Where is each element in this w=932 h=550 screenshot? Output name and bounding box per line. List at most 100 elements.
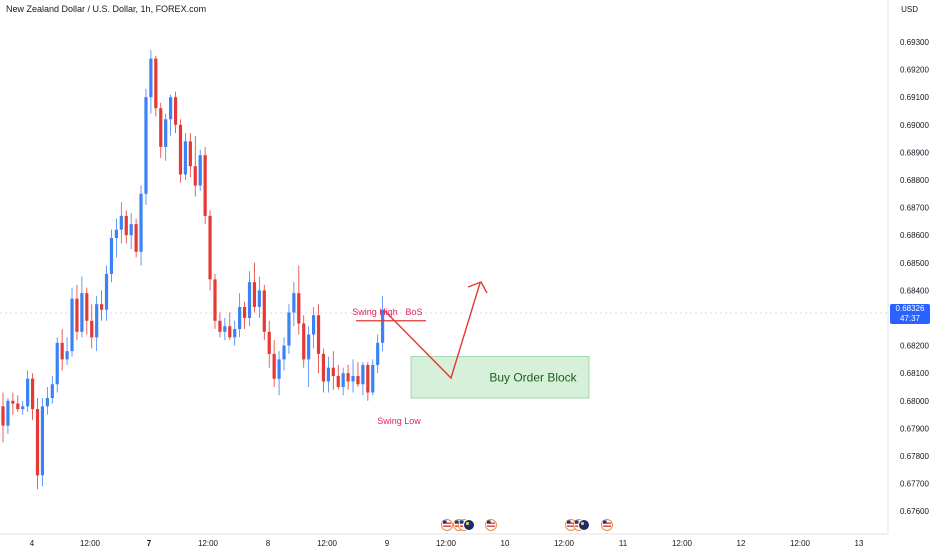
price-tick-label: 0.69000 bbox=[900, 121, 929, 130]
candle bbox=[223, 318, 227, 341]
candle-body bbox=[95, 304, 99, 338]
candle bbox=[247, 271, 252, 327]
price-tick-label: 0.68400 bbox=[900, 286, 929, 295]
candle-body bbox=[257, 290, 261, 307]
candle bbox=[183, 133, 188, 180]
candle-body bbox=[361, 364, 365, 385]
price-tick-label: 0.67600 bbox=[900, 507, 929, 516]
price-tick-label: 0.67700 bbox=[900, 480, 929, 489]
candle bbox=[233, 320, 237, 346]
candle-body bbox=[178, 124, 183, 175]
swing-high-label: Swing High bbox=[352, 307, 398, 317]
swing-low-label: Swing Low bbox=[377, 416, 421, 426]
candle bbox=[159, 102, 163, 158]
candle bbox=[292, 282, 296, 327]
candle-body bbox=[331, 367, 335, 376]
candle bbox=[149, 50, 153, 114]
candle bbox=[55, 337, 59, 393]
candle bbox=[26, 370, 30, 412]
time-tick-label: 7 bbox=[147, 539, 152, 548]
candle bbox=[381, 295, 385, 352]
candle-body bbox=[30, 378, 35, 410]
bos-label: BoS bbox=[405, 307, 422, 317]
time-tick-label: 11 bbox=[619, 539, 628, 548]
candle-body bbox=[1, 406, 5, 426]
candle-body bbox=[50, 384, 54, 399]
candle bbox=[35, 398, 40, 490]
candle bbox=[302, 315, 306, 368]
candle-body bbox=[223, 326, 227, 332]
candle bbox=[213, 273, 217, 330]
candle-body bbox=[60, 342, 64, 360]
candle-body bbox=[26, 378, 30, 407]
time-tick-label: 12:00 bbox=[317, 539, 338, 548]
nz-flag-icon[interactable] bbox=[463, 519, 475, 531]
price-axis[interactable]: 0.69300 0.69200 0.69100 0.69000 0.68900 0.688… bbox=[900, 38, 929, 516]
candle bbox=[90, 304, 94, 349]
us-flag-icon[interactable] bbox=[601, 519, 613, 531]
candle-body bbox=[233, 329, 237, 338]
candle-body bbox=[55, 342, 59, 385]
time-axis[interactable]: 4 12:00 7 12:00 8 12:00 9 12:00 10 12:00 11 12:00 12… bbox=[30, 539, 864, 548]
candle bbox=[356, 362, 360, 387]
candle bbox=[80, 276, 84, 338]
candle bbox=[371, 359, 375, 396]
candle-body bbox=[104, 273, 109, 310]
candle-body bbox=[267, 331, 271, 354]
candle bbox=[188, 133, 192, 178]
candle-body bbox=[169, 97, 173, 120]
currency-label[interactable]: USD bbox=[901, 5, 918, 14]
candle bbox=[21, 400, 25, 415]
candle bbox=[109, 229, 114, 283]
candle bbox=[164, 113, 168, 161]
candle-body bbox=[381, 309, 385, 343]
candle bbox=[104, 265, 109, 321]
candle bbox=[242, 301, 247, 330]
candle bbox=[144, 88, 148, 205]
candle-body bbox=[321, 353, 326, 382]
candle bbox=[208, 210, 212, 291]
candle-body bbox=[242, 306, 247, 318]
time-tick-label: 12:00 bbox=[436, 539, 457, 548]
candle bbox=[173, 91, 178, 134]
candle bbox=[169, 94, 173, 136]
candle-body bbox=[114, 229, 118, 238]
candle-body bbox=[45, 398, 49, 407]
candle bbox=[257, 276, 261, 318]
candle-body bbox=[65, 351, 69, 360]
candle-body bbox=[40, 406, 45, 476]
candle-body bbox=[307, 334, 311, 360]
candle bbox=[203, 146, 207, 225]
candle bbox=[95, 295, 99, 352]
candle-body bbox=[100, 304, 104, 310]
candle-body bbox=[213, 279, 217, 321]
candle bbox=[134, 218, 138, 258]
economic-events-row[interactable] bbox=[441, 519, 613, 531]
order-block-label: Buy Order Block bbox=[489, 370, 577, 384]
candle-body bbox=[371, 364, 375, 393]
candle bbox=[70, 287, 74, 357]
us-flag-icon[interactable] bbox=[441, 519, 453, 531]
candle-body bbox=[262, 290, 266, 332]
candle bbox=[119, 202, 123, 244]
time-tick-label: 4 bbox=[30, 539, 35, 548]
candle-body bbox=[154, 58, 158, 109]
candle bbox=[297, 265, 301, 335]
candle-body bbox=[70, 298, 74, 352]
candle bbox=[351, 359, 355, 393]
price-tick-label: 0.68700 bbox=[900, 204, 929, 213]
price-tick-label: 0.69100 bbox=[900, 93, 929, 102]
candle bbox=[193, 135, 197, 197]
candle bbox=[124, 210, 128, 244]
candle bbox=[272, 340, 276, 387]
candle-body bbox=[198, 155, 202, 186]
candle bbox=[346, 364, 350, 390]
candle bbox=[100, 290, 104, 321]
us-flag-icon[interactable] bbox=[485, 519, 497, 531]
annotations: Swing High BoS Swing Low bbox=[352, 281, 488, 426]
candle-body bbox=[109, 237, 114, 274]
price-tick-label: 0.68200 bbox=[900, 342, 929, 351]
candle-body bbox=[366, 364, 370, 393]
nz-flag-icon[interactable] bbox=[578, 519, 590, 531]
